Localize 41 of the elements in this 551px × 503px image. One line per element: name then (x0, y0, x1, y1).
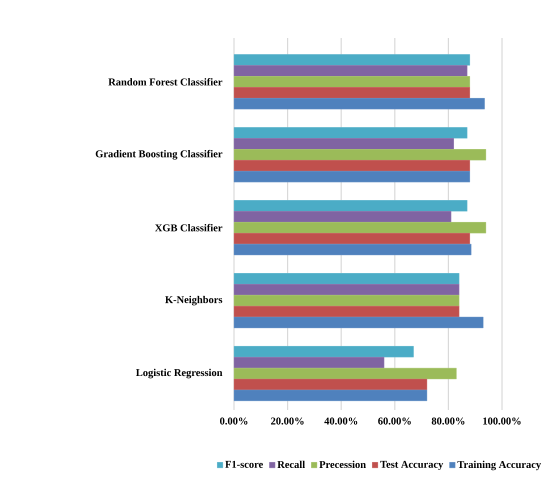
bar (234, 87, 470, 98)
bar (234, 294, 460, 306)
bar (234, 138, 454, 150)
bar (234, 378, 428, 390)
bar (234, 284, 460, 296)
x-tick-label: 0.00% (220, 418, 248, 425)
bar (234, 200, 468, 212)
bar (234, 306, 460, 318)
bar (234, 356, 384, 368)
bar (234, 222, 486, 234)
x-tick-label: 80.00% (432, 418, 464, 425)
bar (234, 65, 468, 76)
x-tick-label: 20.00% (271, 418, 304, 425)
legend-label: Test Accuracy (380, 460, 444, 470)
bar (234, 244, 472, 256)
bar (234, 160, 470, 172)
y-tick-label: Logistic Regression (136, 368, 222, 378)
legend-label: Training Accuracy (458, 460, 542, 470)
bar (234, 346, 414, 358)
bar (234, 211, 452, 222)
x-tick-label: 40.00% (324, 418, 358, 425)
bar (234, 98, 485, 110)
y-tick-label: K-Neighbors (165, 296, 222, 306)
bar (234, 54, 470, 66)
bar (234, 170, 470, 182)
bar (234, 316, 484, 328)
y-tick-label: XGB Classifier (155, 224, 222, 232)
legend-label: F1-score (225, 460, 263, 468)
bar (234, 76, 470, 88)
x-tick-label: 60.00% (378, 418, 411, 425)
x-tick-label: 100.00% (483, 418, 521, 425)
bar (234, 390, 428, 402)
bar (234, 127, 468, 138)
bar (234, 149, 486, 160)
y-tick-label: Random Forest Classifier (108, 78, 222, 86)
bar (234, 232, 470, 244)
legend-label: Precession (319, 460, 366, 468)
bar (234, 368, 457, 380)
bar (234, 273, 460, 284)
y-tick-label: Gradient Boosting Classifier (96, 150, 222, 160)
legend-label: Recall (277, 460, 305, 468)
